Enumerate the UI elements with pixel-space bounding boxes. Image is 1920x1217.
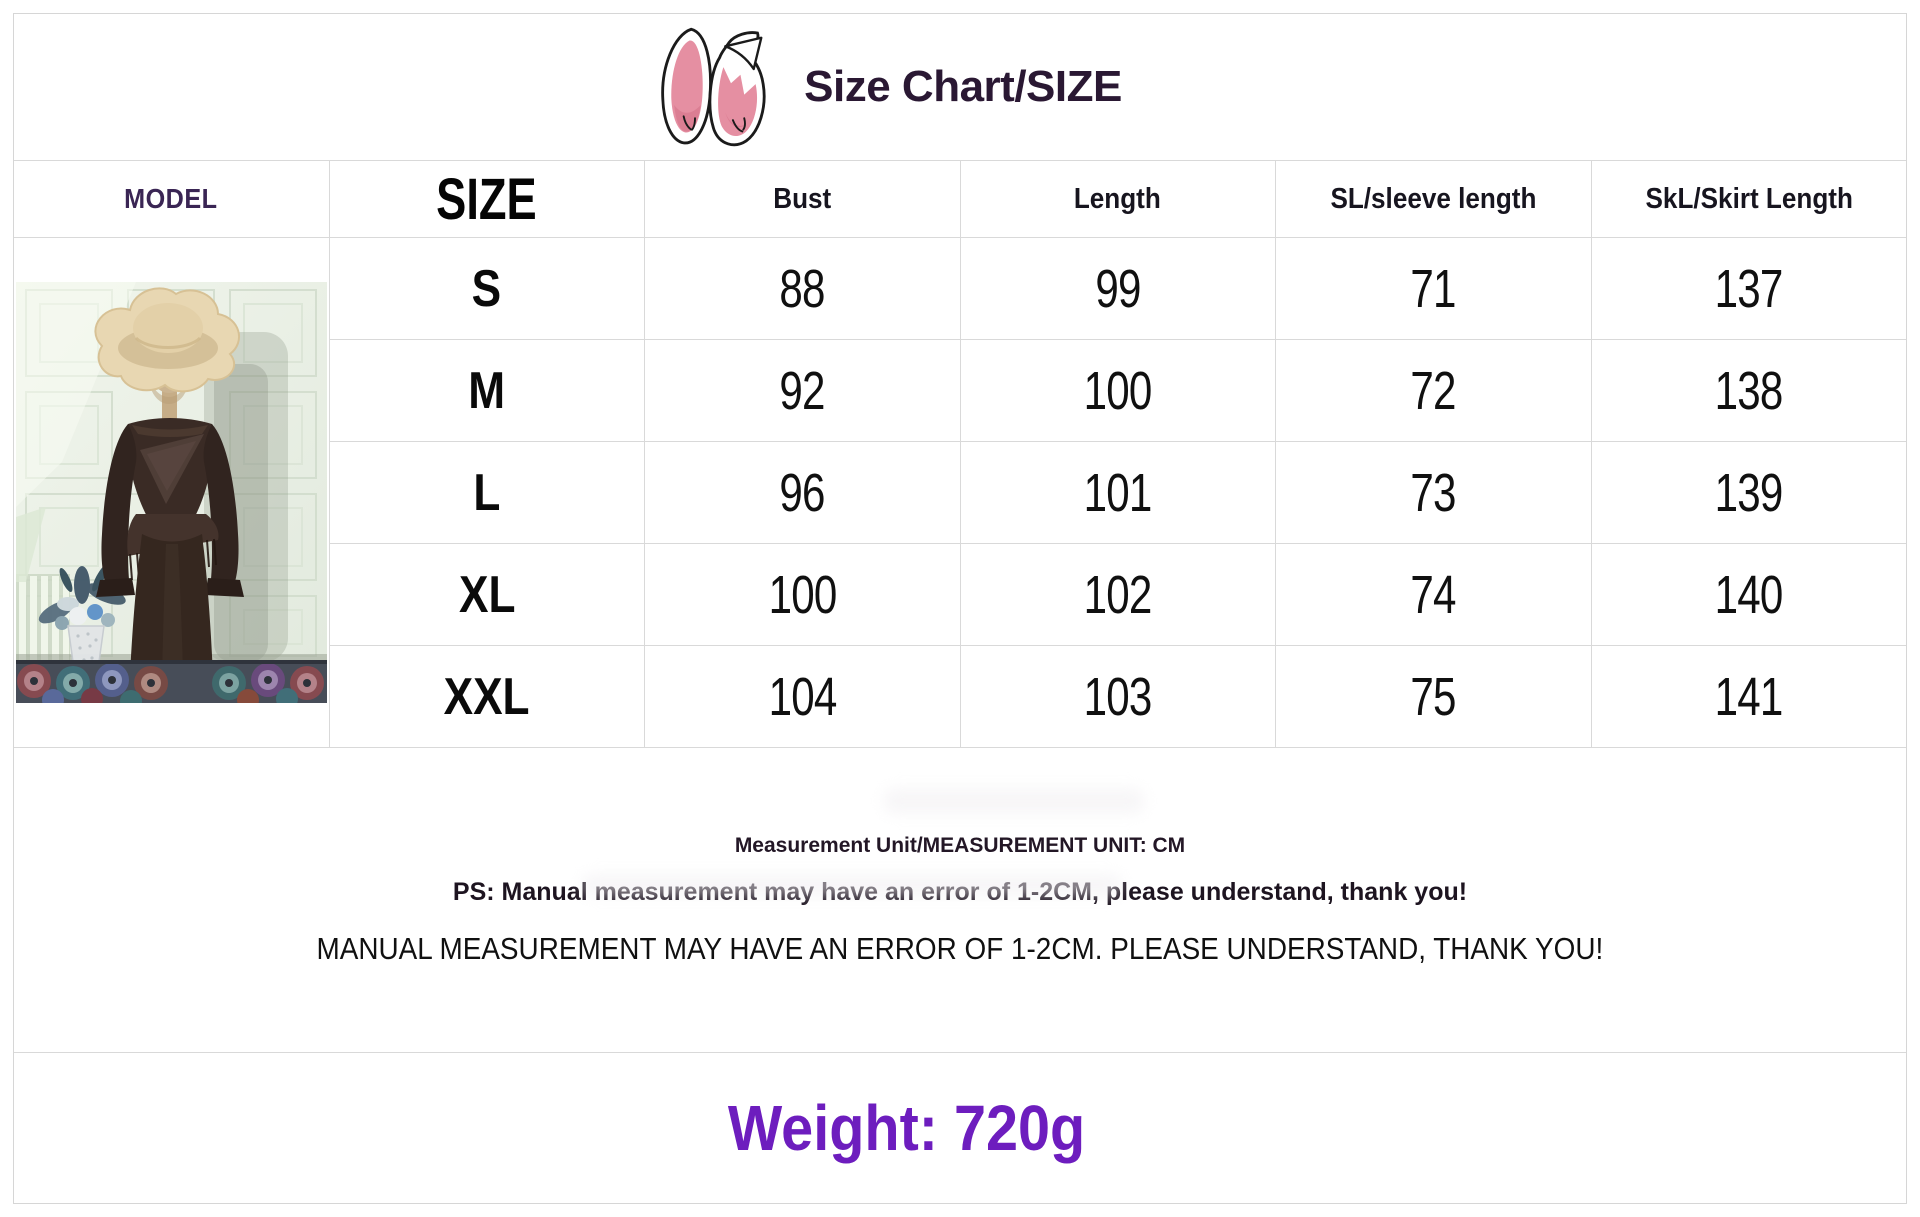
cell-bust-s: 88: [645, 238, 960, 339]
size-header-label: SIZE: [436, 166, 538, 232]
page-title: Size Chart/SIZE: [804, 62, 1122, 111]
model-header-label: MODEL: [124, 183, 218, 214]
cell-sleeve-l: 73: [1276, 442, 1591, 543]
cell-sleeve-s: 71: [1276, 238, 1591, 339]
header-cell-bust: Bust: [645, 161, 960, 237]
dress: [95, 418, 244, 694]
cell-skirt-xl: 140: [1591, 544, 1906, 645]
bunny-ears-icon: [642, 25, 784, 149]
cell-sleeve-xxl: 75: [1276, 646, 1591, 747]
cell-size-l: L: [329, 442, 644, 543]
cell-bust-xxl: 104: [645, 646, 960, 747]
cell-length-xxl: 103: [960, 646, 1275, 747]
title-section: Size Chart/SIZE: [14, 14, 1906, 161]
caps-note: MANUAL MEASUREMENT MAY HAVE AN ERROR OF …: [316, 931, 1604, 966]
cell-length-m: 100: [960, 340, 1275, 441]
measurement-unit-note: Measurement Unit/MEASUREMENT UNIT: CM: [734, 834, 1186, 857]
size-table: MODEL SIZE Bust Length SL/sleeve length …: [14, 161, 1906, 747]
cell-bust-xl: 100: [645, 544, 960, 645]
cell-size-s: S: [329, 238, 644, 339]
title-group: Size Chart/SIZE: [642, 25, 1122, 149]
header-cell-sleeve-length: SL/sleeve length: [1276, 161, 1591, 237]
cell-size-xxl: XXL: [329, 646, 644, 747]
cell-length-xl: 102: [960, 544, 1275, 645]
header-cell-skirt-length: SkL/Skirt Length: [1591, 161, 1906, 237]
cell-length-s: 99: [960, 238, 1275, 339]
model-photo: [15, 282, 327, 703]
cell-skirt-m: 138: [1591, 340, 1906, 441]
straw-hat: [94, 287, 240, 393]
header-cell-length: Length: [960, 161, 1275, 237]
header-cell-size: SIZE: [329, 161, 644, 237]
cell-length-l: 101: [960, 442, 1275, 543]
cell-size-m: M: [329, 340, 644, 441]
carpet: [15, 660, 327, 703]
cell-skirt-l: 139: [1591, 442, 1906, 543]
ps-note: PS: Manual measurement may have an error…: [452, 878, 1468, 906]
weight-value: Weight: 720g: [728, 1092, 1086, 1164]
cell-sleeve-m: 72: [1276, 340, 1591, 441]
weight-section: Weight: 720g: [14, 1052, 1906, 1203]
cell-sleeve-xl: 74: [1276, 544, 1591, 645]
model-photo-cell: [14, 238, 329, 747]
size-chart-sheet: Size Chart/SIZE MODEL SIZE Bust Length S…: [13, 13, 1907, 1204]
cell-bust-m: 92: [645, 340, 960, 441]
cell-bust-l: 96: [645, 442, 960, 543]
cell-skirt-xxl: 141: [1591, 646, 1906, 747]
cell-skirt-s: 137: [1591, 238, 1906, 339]
cell-size-xl: XL: [329, 544, 644, 645]
header-cell-model: MODEL: [14, 161, 329, 237]
notes-section: Measurement Unit/MEASUREMENT UNIT: CM PS…: [14, 747, 1906, 1052]
